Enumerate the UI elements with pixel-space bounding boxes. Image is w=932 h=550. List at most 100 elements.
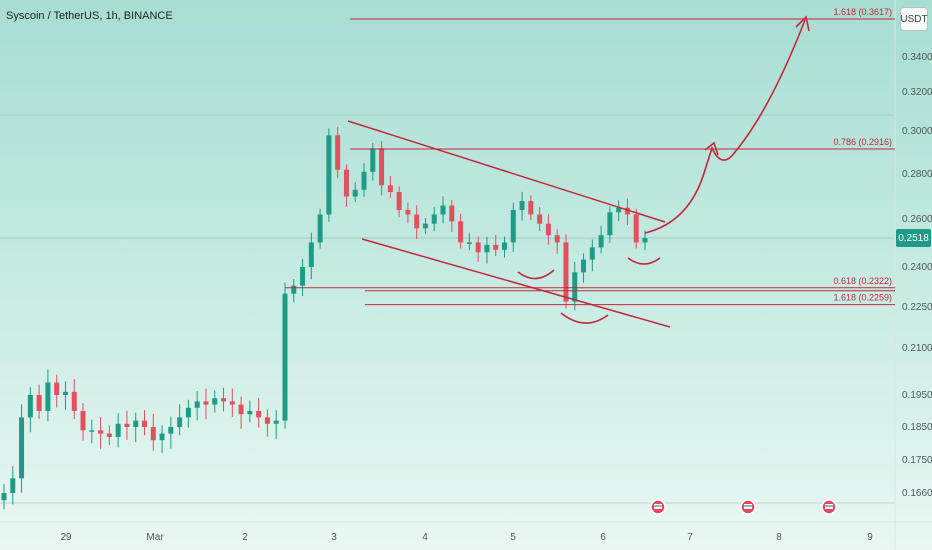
- candle-body: [563, 242, 569, 302]
- candle-body: [10, 478, 16, 493]
- candle-body: [493, 244, 499, 250]
- candle-body: [589, 247, 595, 260]
- fib-level-label: 0.618 (0.2322): [833, 276, 892, 286]
- candle-body: [528, 201, 534, 215]
- candle-body: [159, 433, 165, 441]
- price-tick-label: 0.1950: [902, 390, 932, 401]
- candle-body: [80, 411, 86, 431]
- candle-body: [133, 420, 139, 427]
- candle-body: [45, 382, 51, 411]
- candle-body: [124, 423, 130, 427]
- candle-body: [238, 404, 244, 415]
- pattern-arc: [560, 312, 609, 324]
- candle-body: [361, 171, 367, 190]
- candle-body: [598, 235, 604, 248]
- candle-body: [484, 244, 490, 253]
- candle-body: [221, 398, 227, 402]
- target-arrowhead: [795, 15, 810, 32]
- time-tick-label: Mar: [146, 532, 164, 543]
- candle-body: [264, 417, 270, 424]
- price-tick-label: 0.3400: [902, 52, 932, 63]
- time-tick-label: 29: [60, 532, 72, 543]
- pattern-arc: [627, 257, 661, 265]
- candle-body: [1, 493, 7, 501]
- candle-body: [633, 214, 639, 243]
- candle-body: [229, 401, 235, 405]
- candle-body: [300, 267, 306, 286]
- candle-body: [150, 427, 156, 441]
- candle-body: [642, 238, 648, 243]
- candle-body: [414, 214, 420, 229]
- candle-body: [282, 293, 288, 421]
- channel-upper-line: [347, 120, 666, 223]
- candle-body: [519, 201, 525, 210]
- fib-level-label: 0.786 (0.2916): [833, 137, 892, 147]
- candle-body: [431, 214, 437, 224]
- candle-body: [256, 411, 262, 418]
- time-tick-label: 2: [242, 532, 248, 543]
- price-tick-label: 0.1660: [902, 488, 932, 499]
- pattern-arc: [517, 269, 555, 280]
- candle-body: [458, 221, 464, 243]
- candle-body: [19, 417, 25, 479]
- candle-body: [62, 391, 68, 395]
- candle-body: [554, 235, 560, 243]
- candle-body: [475, 242, 481, 253]
- candle-body: [387, 185, 393, 192]
- candle-body: [54, 382, 60, 395]
- price-tick-label: 0.2100: [902, 343, 932, 354]
- candle-body: [89, 430, 95, 432]
- candle-body: [106, 433, 112, 437]
- price-tick-label: 0.1850: [902, 422, 932, 433]
- candle-body: [581, 259, 587, 273]
- candle-body: [572, 272, 578, 302]
- candle-body: [177, 417, 183, 427]
- candle-body: [326, 135, 332, 215]
- time-tick-label: 3: [331, 532, 337, 543]
- candle-body: [343, 169, 349, 197]
- price-tick-label: 0.1750: [902, 455, 932, 466]
- time-tick-label: 9: [867, 532, 873, 543]
- candle-body: [607, 212, 613, 236]
- candle-body: [396, 192, 402, 210]
- candle-body: [273, 420, 279, 424]
- currency-unit-button[interactable]: USDT: [900, 7, 928, 31]
- candle-body: [379, 148, 385, 186]
- candle-body: [545, 223, 551, 236]
- time-tick-label: 5: [510, 532, 516, 543]
- candle-body: [194, 401, 200, 408]
- chart-title: Syscoin / TetherUS, 1h, BINANCE: [6, 10, 173, 22]
- candle-body: [537, 214, 543, 224]
- time-tick-label: 8: [776, 532, 782, 543]
- projection-path: [644, 19, 806, 234]
- candle-body: [466, 242, 472, 244]
- candle-body: [247, 411, 253, 415]
- candle-body: [317, 214, 323, 243]
- fib-level-label: 1.618 (0.2259): [833, 293, 892, 303]
- candle-body: [168, 427, 174, 434]
- candle-body: [502, 242, 508, 250]
- candle-body: [98, 430, 104, 434]
- time-tick-label: 4: [422, 532, 428, 543]
- fib-level-label: 1.618 (0.3617): [833, 7, 892, 17]
- candle-body: [352, 189, 358, 197]
- candle-body: [440, 205, 446, 215]
- candle-body: [115, 423, 121, 437]
- candle-body: [203, 401, 209, 405]
- candle-body: [27, 395, 33, 418]
- time-tick-label: 7: [687, 532, 693, 543]
- candle-body: [449, 205, 455, 222]
- candle-body: [36, 395, 42, 411]
- candle-body: [291, 285, 297, 294]
- candle-body: [212, 398, 218, 405]
- price-tick-label: 0.2250: [902, 302, 932, 313]
- channel-lower-line: [361, 238, 671, 328]
- price-tick-label: 0.2400: [902, 262, 932, 273]
- candle-body: [335, 135, 341, 170]
- price-tick-label: 0.2600: [902, 214, 932, 225]
- price-tick-label: 0.3200: [902, 87, 932, 98]
- candle-body: [624, 207, 630, 215]
- candle-body: [370, 148, 376, 172]
